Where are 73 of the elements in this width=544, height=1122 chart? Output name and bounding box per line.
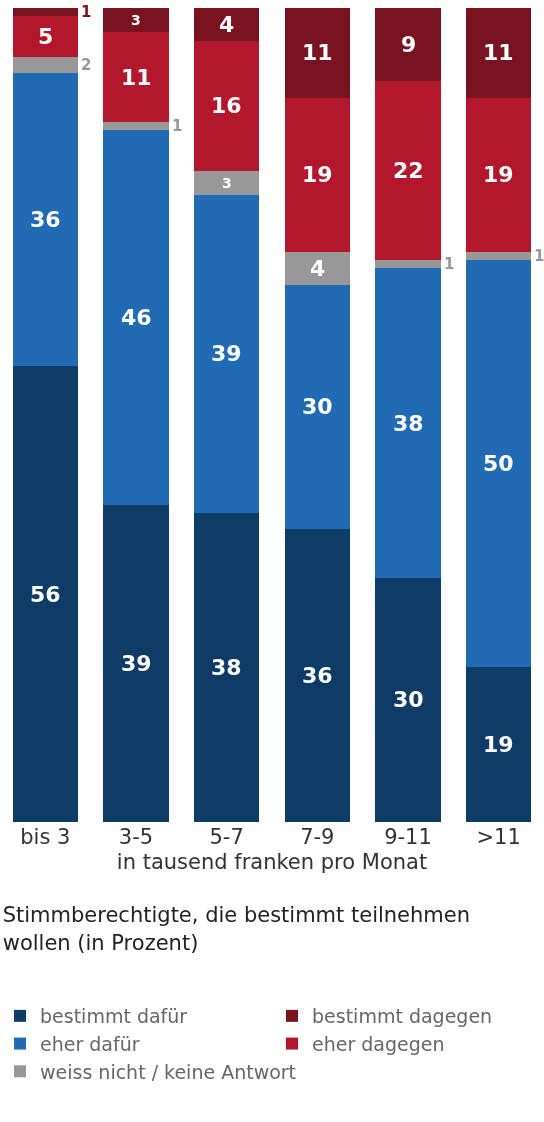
bar [466,260,532,668]
x-tick-label: 7-9 [300,825,335,849]
data-label: 11 [302,40,333,65]
data-label: 4 [219,12,235,37]
data-label: 1 [81,3,92,21]
data-label: 30 [302,394,333,419]
data-label: 38 [393,411,424,436]
data-label: 1 [444,255,455,273]
x-tick-label: bis 3 [20,825,71,849]
bar [103,130,169,505]
bar [194,195,260,513]
data-label: 46 [121,305,152,330]
legend-label: bestimmt dafür [40,1005,188,1028]
data-label: 9 [401,32,417,57]
data-label: 16 [211,93,242,118]
bar [284,8,350,98]
bar [194,170,260,196]
data-label: 5 [38,24,54,49]
bar [284,252,350,285]
data-label: 36 [30,207,61,232]
x-tick-label: 3-5 [118,825,154,849]
bar [375,268,441,578]
bar [103,8,169,33]
data-label: 19 [483,732,514,757]
x-tick-label: 9-11 [384,825,432,849]
data-label: 56 [30,582,61,607]
bar [12,16,78,57]
bar [375,81,441,261]
data-label: 3 [222,175,232,191]
bar [103,121,169,131]
bar [12,56,78,74]
bar [12,8,78,17]
bar [194,512,260,822]
bar [375,260,441,269]
data-label: 36 [302,663,333,688]
x-axis-title: in tausend franken pro Monat [116,850,428,875]
bar [103,32,169,122]
data-label: 11 [483,40,514,65]
data-label: 19 [302,162,333,187]
bar [194,8,260,41]
legend-label: eher dagegen [312,1032,445,1055]
data-label: 39 [121,651,152,676]
bar [284,97,350,253]
bar [466,252,532,261]
text: Stimmberechtigte, die bestimmt teilnehmen wollen (in Prozent) [2,903,471,955]
data-label: 38 [211,655,242,680]
data-label: 4 [310,256,326,281]
data-label: 30 [393,687,424,712]
data-label: 50 [483,451,514,476]
data-label: 39 [211,341,242,366]
bar [194,40,260,171]
x-tick-label: >11 [476,825,521,849]
legend-label: bestimmt dagegen [312,1005,493,1028]
bar [284,284,350,529]
bar [375,577,441,822]
data-label: 11 [121,65,152,90]
x-tick-label: 5-7 [209,825,244,849]
data-label: 2 [81,56,92,74]
legend-label: eher dafür [40,1032,140,1055]
legend-label: weiss nicht / keine Antwort [40,1060,297,1083]
bar [375,8,441,82]
data-label: 3 [131,12,141,28]
bar [12,73,78,367]
bar [103,504,169,822]
bar [12,366,78,822]
data-label: 1 [534,247,544,265]
bar [284,528,350,822]
bar [466,667,532,822]
bar [466,8,532,98]
data-label: 19 [483,162,514,187]
data-label: 22 [393,158,424,183]
bar [466,97,532,253]
data-label: 1 [172,117,183,135]
